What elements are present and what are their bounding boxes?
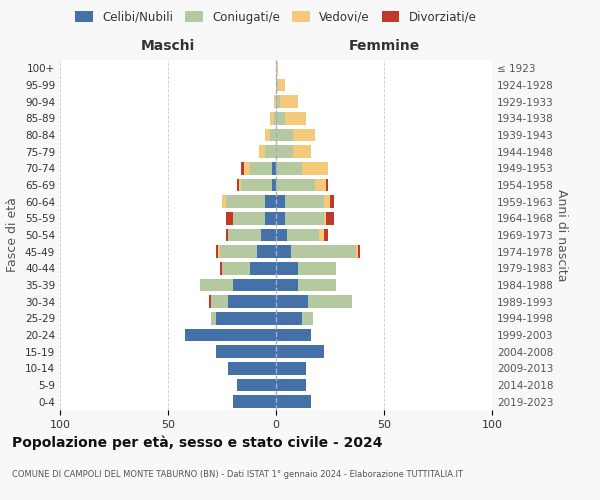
Bar (250, 262, 276, 274)
Bar (284, 196, 323, 208)
Bar (185, 329, 276, 341)
Bar (239, 179, 241, 192)
Bar (222, 196, 226, 208)
Bar (358, 246, 360, 258)
Bar (215, 312, 276, 324)
Bar (278, 79, 284, 92)
Bar (284, 212, 323, 224)
Bar (276, 229, 287, 241)
Bar (226, 212, 233, 224)
Bar (326, 212, 334, 224)
Bar (276, 79, 278, 92)
Bar (308, 296, 352, 308)
Bar (265, 212, 276, 224)
Bar (237, 379, 276, 391)
Bar (269, 112, 274, 124)
Text: Femmine: Femmine (349, 38, 419, 52)
Bar (323, 196, 330, 208)
Bar (229, 229, 261, 241)
Bar (276, 196, 284, 208)
Bar (274, 112, 276, 124)
Bar (261, 229, 276, 241)
Bar (276, 212, 284, 224)
Bar (265, 129, 269, 141)
Bar (276, 129, 293, 141)
Bar (326, 179, 328, 192)
Bar (222, 262, 250, 274)
Bar (226, 196, 265, 208)
Bar (220, 246, 257, 258)
Bar (211, 312, 215, 324)
Bar (229, 296, 276, 308)
Bar (241, 179, 272, 192)
Bar (276, 362, 306, 374)
Bar (257, 246, 276, 258)
Y-axis label: Anni di nascita: Anni di nascita (554, 188, 568, 281)
Bar (276, 296, 308, 308)
Bar (298, 279, 337, 291)
Bar (244, 162, 250, 174)
Y-axis label: Fasce di età: Fasce di età (7, 198, 19, 272)
Bar (250, 162, 272, 174)
Bar (237, 179, 239, 192)
Bar (276, 112, 284, 124)
Text: Popolazione per età, sesso e stato civile - 2024: Popolazione per età, sesso e stato civil… (12, 435, 383, 450)
Text: COMUNE DI CAMPOLI DEL MONTE TABURNO (BN) - Dati ISTAT 1° gennaio 2024 - Elaboraz: COMUNE DI CAMPOLI DEL MONTE TABURNO (BN)… (12, 470, 463, 479)
Bar (272, 179, 276, 192)
Bar (229, 362, 276, 374)
Bar (302, 162, 328, 174)
Bar (241, 162, 244, 174)
Bar (215, 346, 276, 358)
Bar (226, 229, 229, 241)
Bar (276, 96, 280, 108)
Bar (269, 129, 276, 141)
Bar (319, 229, 323, 241)
Bar (291, 246, 356, 258)
Bar (215, 246, 218, 258)
Bar (284, 112, 306, 124)
Bar (276, 62, 278, 74)
Bar (287, 229, 319, 241)
Bar (276, 179, 315, 192)
Bar (276, 246, 291, 258)
Bar (280, 96, 298, 108)
Bar (298, 262, 337, 274)
Legend: Celibi/Nubili, Coniugati/e, Vedovi/e, Divorziati/e: Celibi/Nubili, Coniugati/e, Vedovi/e, Di… (71, 6, 481, 28)
Bar (211, 296, 229, 308)
Bar (302, 312, 313, 324)
Bar (265, 146, 276, 158)
Bar (272, 162, 276, 174)
Bar (356, 246, 358, 258)
Bar (218, 246, 220, 258)
Bar (276, 346, 323, 358)
Bar (276, 162, 302, 174)
Bar (209, 296, 211, 308)
Bar (200, 279, 233, 291)
Bar (259, 146, 265, 158)
Bar (293, 129, 315, 141)
Bar (330, 196, 334, 208)
Bar (276, 279, 298, 291)
Bar (276, 146, 293, 158)
Bar (276, 379, 306, 391)
Bar (323, 229, 328, 241)
Bar (233, 212, 265, 224)
Bar (233, 396, 276, 408)
Bar (323, 212, 326, 224)
Bar (220, 262, 222, 274)
Bar (276, 329, 311, 341)
Text: Maschi: Maschi (141, 38, 195, 52)
Bar (233, 279, 276, 291)
Bar (293, 146, 311, 158)
Bar (276, 262, 298, 274)
Bar (265, 196, 276, 208)
Bar (276, 312, 302, 324)
Bar (276, 396, 311, 408)
Bar (274, 96, 276, 108)
Bar (315, 179, 326, 192)
